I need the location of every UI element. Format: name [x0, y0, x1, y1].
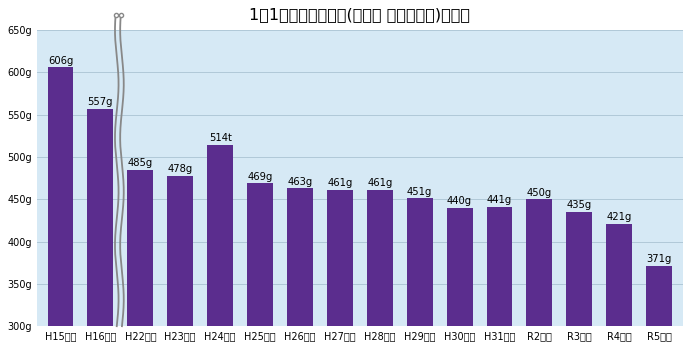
Bar	[128, 170, 153, 348]
Bar	[287, 188, 313, 348]
Text: 478g: 478g	[168, 164, 193, 174]
Text: 463g: 463g	[287, 176, 313, 187]
Bar	[48, 67, 73, 348]
Bar	[646, 266, 672, 348]
Text: 440g: 440g	[447, 196, 472, 206]
Text: 441g: 441g	[487, 195, 512, 205]
Bar	[247, 183, 273, 348]
Text: 461g: 461g	[327, 178, 353, 188]
Text: 450g: 450g	[526, 188, 552, 198]
Text: 461g: 461g	[367, 178, 393, 188]
Title: 1人1日あたりごみ量(市収集 可燃＋不燃)の推移: 1人1日あたりごみ量(市収集 可燃＋不燃)の推移	[249, 7, 471, 22]
Bar	[88, 109, 113, 348]
Bar	[367, 190, 393, 348]
Bar	[566, 212, 592, 348]
Text: 514t: 514t	[208, 133, 232, 143]
Bar	[446, 208, 473, 348]
Text: 606g: 606g	[48, 56, 73, 65]
Bar	[207, 145, 233, 348]
Bar	[607, 224, 632, 348]
Text: 435g: 435g	[566, 200, 592, 210]
Text: 557g: 557g	[88, 97, 113, 107]
Bar	[167, 176, 193, 348]
Bar	[486, 207, 513, 348]
Text: 469g: 469g	[247, 172, 273, 182]
Text: 451g: 451g	[407, 187, 433, 197]
Bar	[406, 198, 433, 348]
Text: 485g: 485g	[128, 158, 153, 168]
Bar	[526, 199, 553, 348]
Text: 371g: 371g	[647, 254, 672, 264]
Bar	[327, 190, 353, 348]
Text: 421g: 421g	[607, 212, 632, 222]
